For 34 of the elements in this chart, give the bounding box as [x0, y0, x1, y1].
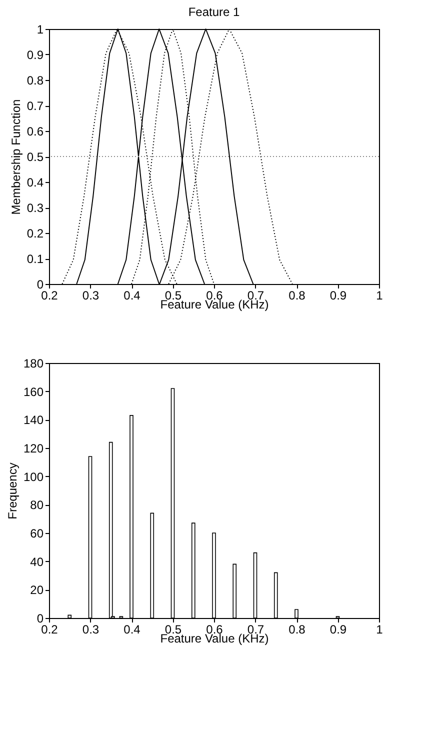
y-tick-label: 0: [36, 612, 44, 626]
y-tick-label: 0.1: [26, 252, 44, 266]
x-tick-label: 1: [376, 622, 384, 636]
y-tick-label: 180: [23, 356, 44, 370]
y-tick-label: 20: [30, 583, 44, 598]
y-axis-title: Frequency: [5, 462, 20, 520]
y-tick-label: 60: [30, 526, 44, 540]
y-tick-label: 0.7: [26, 99, 44, 113]
y-tick-label: 140: [23, 413, 44, 428]
x-tick-label: 0.9: [330, 622, 347, 636]
y-tick-label: 0.3: [26, 201, 44, 215]
y-tick-label: 80: [30, 498, 44, 512]
y-tick-label: 40: [30, 554, 44, 569]
chart-title: Feature 1: [188, 5, 240, 19]
x-tick-label: 1: [376, 288, 384, 302]
y-tick-label: 100: [23, 470, 44, 484]
y-tick-label: 0.2: [26, 226, 44, 240]
y-tick-label: 0.8: [26, 74, 44, 88]
y-tick-label: 120: [23, 442, 44, 456]
x-tick-label: 0.4: [124, 288, 141, 302]
x-tick-label: 0.4: [124, 622, 141, 636]
y-tick-label: 0.4: [26, 176, 44, 190]
x-tick-label: 0.8: [288, 622, 306, 636]
y-tick-label: 0.9: [26, 48, 44, 62]
x-tick-label: 0.3: [82, 622, 100, 636]
y-tick-label: 1: [36, 22, 44, 36]
x-tick-label: 0.3: [82, 288, 100, 302]
y-tick-label: 160: [23, 384, 44, 399]
y-axis-title: Membership Function: [8, 99, 23, 215]
x-tick-label: 0.9: [330, 288, 347, 302]
y-tick-label: 0.6: [26, 124, 44, 138]
y-tick-label: 0.5: [26, 150, 44, 164]
y-tick-label: 0: [36, 278, 44, 292]
x-tick-label: 0.8: [288, 288, 306, 302]
